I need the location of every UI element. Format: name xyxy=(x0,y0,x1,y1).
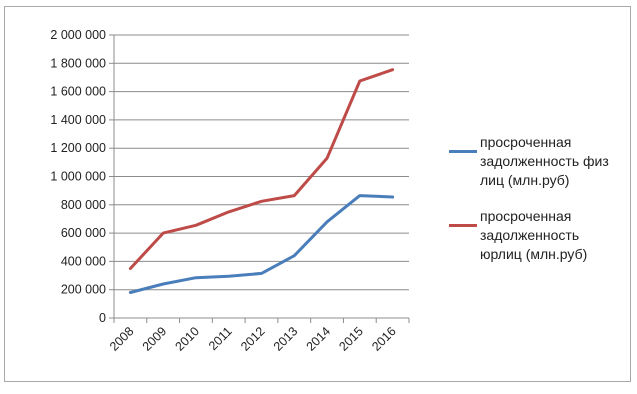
x-tick-label: 2014 xyxy=(304,324,334,354)
legend-label-line: задолженность физ xyxy=(480,153,609,169)
series-line-1 xyxy=(128,194,395,294)
x-axis-tick-labels: 2008 2009 2010 2011 2012 2013 2014 2015 2016 xyxy=(107,324,399,354)
y-tick-label: 2 000 000 xyxy=(50,28,106,42)
gridlines xyxy=(114,34,409,291)
x-tick-label: 2010 xyxy=(172,324,202,354)
legend-label-line: просроченная xyxy=(480,208,572,224)
x-tick-label: 2015 xyxy=(336,324,366,354)
y-tick-label: 1 600 000 xyxy=(50,85,106,99)
line-chart: 0 200 000 400 000 600 000 800 000 1 000 000 1 … xyxy=(50,28,410,354)
legend-entry-series-1: просроченная задолженность физ лиц (млн.… xyxy=(480,133,630,190)
x-tick-label: 2013 xyxy=(271,324,301,354)
y-tick-label: 1 200 000 xyxy=(50,141,106,155)
x-tick-label: 2008 xyxy=(107,324,137,354)
x-tick-label: 2012 xyxy=(238,324,268,354)
legend-label-line: лиц (млн.руб) xyxy=(480,172,570,188)
y-tick-label: 0 xyxy=(99,311,106,325)
y-tick-label: 1 400 000 xyxy=(50,113,106,127)
legend-swatch-series-2 xyxy=(449,224,477,227)
series-line-2 xyxy=(128,68,395,270)
y-tick-label: 1 800 000 xyxy=(50,56,106,70)
y-tick-label: 800 000 xyxy=(61,198,106,212)
y-axis-tick-labels: 0 200 000 400 000 600 000 800 000 1 000 000 1 … xyxy=(50,28,106,325)
legend-label-line: задолженность xyxy=(480,227,580,243)
x-tick-label: 2009 xyxy=(140,324,170,354)
axes xyxy=(109,34,410,323)
chart-frame: 0 200 000 400 000 600 000 800 000 1 000 000 1 … xyxy=(4,6,631,382)
legend-label-line: юрлиц (млн.руб) xyxy=(480,246,588,262)
series-lines xyxy=(128,68,395,294)
y-tick-label: 600 000 xyxy=(61,226,106,240)
x-tick-label: 2011 xyxy=(206,324,235,353)
x-tick-label: 2016 xyxy=(369,324,399,354)
y-tick-label: 200 000 xyxy=(61,283,106,297)
y-tick-label: 400 000 xyxy=(61,254,106,268)
legend-label-line: просроченная xyxy=(480,134,572,150)
legend-swatch-series-1 xyxy=(449,150,477,153)
legend-entry-series-2: просроченная задолженность юрлиц (млн.ру… xyxy=(480,207,630,264)
y-tick-label: 1 000 000 xyxy=(50,170,106,184)
